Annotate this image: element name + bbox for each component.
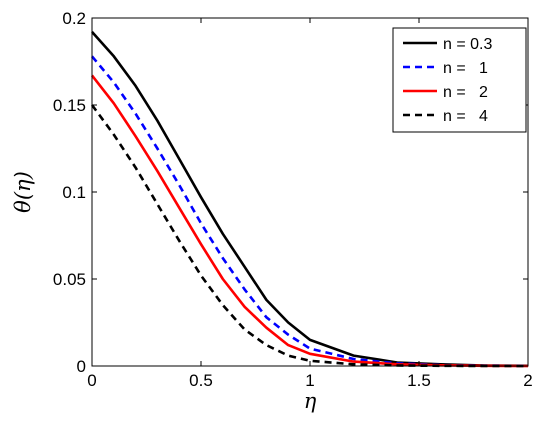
legend-label: n = 1 [443, 60, 488, 77]
y-axis-label: θ(η) [11, 171, 35, 213]
legend: n = 0.3 n = 1 n = 2 n = 4 [392, 27, 527, 133]
ticks-layer: 0 0.5 1 1.5 2 0 0.05 0.1 0.15 0.2 [53, 9, 533, 390]
y-tick-label: 0.1 [62, 183, 86, 202]
x-tick-label: 2 [523, 371, 532, 390]
series-line-4 [90, 104, 528, 368]
y-tick-label: 0.05 [53, 270, 86, 289]
x-tick-label: 0.5 [189, 371, 213, 390]
legend-label: n = 0.3 [443, 36, 492, 53]
x-tick-label: 1.5 [407, 371, 431, 390]
y-tick-label: 0 [77, 357, 86, 376]
legend-label: n = 4 [443, 108, 488, 125]
legend-label: n = 2 [443, 84, 488, 101]
x-tick-label: 1 [305, 371, 314, 390]
y-tick-label: 0.2 [62, 9, 86, 28]
y-tick-label: 0.15 [53, 96, 86, 115]
x-tick-label: 0 [87, 371, 96, 390]
x-axis-label: η [304, 389, 317, 413]
